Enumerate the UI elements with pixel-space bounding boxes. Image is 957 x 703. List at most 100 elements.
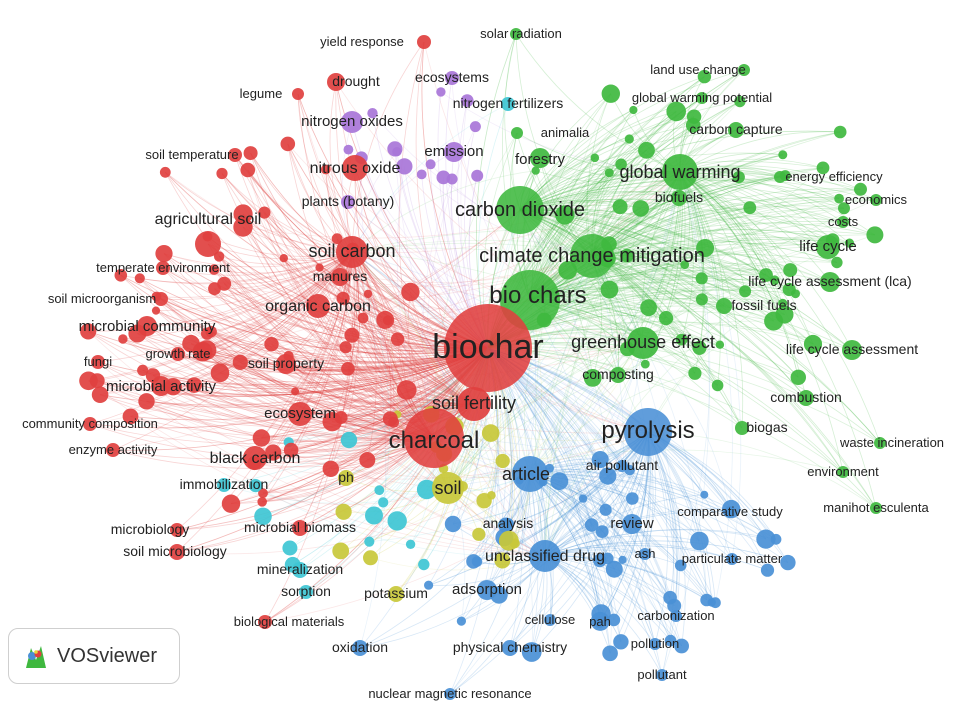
- node-dot[interactable]: [495, 453, 510, 469]
- node-microbial-biomass[interactable]: [292, 520, 308, 536]
- node-dot[interactable]: [595, 525, 609, 538]
- node-dot[interactable]: [456, 616, 466, 626]
- node-label-organic-carbon[interactable]: organic carbon: [265, 298, 371, 315]
- node-dot[interactable]: [155, 245, 173, 263]
- node-dot[interactable]: [854, 182, 867, 196]
- node-ecosystems[interactable]: [445, 71, 459, 85]
- node-dot[interactable]: [555, 205, 575, 225]
- node-label-soil-fertility[interactable]: soil fertility: [432, 393, 516, 413]
- node-dot[interactable]: [593, 553, 607, 568]
- node-soil-microbiology[interactable]: [169, 544, 185, 560]
- node-label-environment[interactable]: environment: [807, 464, 879, 479]
- node-review[interactable]: [622, 514, 642, 534]
- node-dot[interactable]: [401, 282, 420, 302]
- node-dot[interactable]: [418, 558, 430, 571]
- node-solar-radiation[interactable]: [510, 28, 522, 40]
- node-nitrous-oxide[interactable]: [342, 155, 368, 181]
- node-dot[interactable]: [416, 479, 437, 500]
- node-dot[interactable]: [584, 518, 599, 532]
- node-dot[interactable]: [695, 293, 708, 306]
- node-dot[interactable]: [759, 268, 773, 282]
- node-label-carbon-capture[interactable]: carbon capture: [689, 121, 783, 137]
- node-dot[interactable]: [257, 497, 268, 507]
- node-dot[interactable]: [613, 634, 629, 650]
- node-dot[interactable]: [466, 554, 481, 569]
- node-dot[interactable]: [322, 412, 342, 432]
- node-land-use-change[interactable]: [738, 64, 750, 76]
- node-nuclear-magnetic-resonance[interactable]: [444, 688, 456, 700]
- node-label-forestry[interactable]: forestry: [515, 151, 566, 168]
- node-agricultural-soil[interactable]: [195, 231, 221, 257]
- node-dot[interactable]: [208, 264, 220, 275]
- node-dot[interactable]: [122, 408, 139, 425]
- node-label-microbial-community[interactable]: microbial community: [79, 318, 216, 335]
- node-label-life-cycle-assessment-lca-[interactable]: life cycle assessment (lca): [748, 273, 911, 289]
- node-label-waste-incineration[interactable]: waste incineration: [839, 435, 944, 450]
- node-dot[interactable]: [674, 559, 687, 572]
- node-dot[interactable]: [240, 162, 256, 178]
- node-dot[interactable]: [715, 340, 725, 349]
- node-dot[interactable]: [722, 499, 741, 519]
- node-dot[interactable]: [583, 369, 602, 387]
- node-label-land-use-change[interactable]: land use change: [650, 62, 745, 77]
- node-dot[interactable]: [696, 239, 715, 257]
- node-label-particulate-matter[interactable]: particulate matter: [682, 551, 783, 566]
- node-dot[interactable]: [803, 334, 823, 354]
- node-label-life-cycle-assessment[interactable]: life cycle assessment: [786, 341, 918, 357]
- node-forestry[interactable]: [530, 148, 550, 168]
- node-label-oxidation[interactable]: oxidation: [332, 639, 388, 655]
- node-mineralization[interactable]: [292, 562, 308, 578]
- node-biochar[interactable]: [444, 304, 532, 392]
- node-dot[interactable]: [341, 362, 355, 376]
- node-label-growth-rate[interactable]: growth rate: [145, 346, 210, 361]
- node-manihot-esculenta[interactable]: [870, 502, 882, 514]
- node-dot[interactable]: [521, 642, 542, 662]
- node-dot[interactable]: [283, 442, 299, 458]
- node-label-nuclear-magnetic-resonance[interactable]: nuclear magnetic resonance: [368, 686, 531, 701]
- node-dot[interactable]: [602, 645, 618, 662]
- node-dot[interactable]: [367, 108, 378, 119]
- node-combustion[interactable]: [798, 390, 814, 406]
- node-dot[interactable]: [201, 327, 214, 340]
- node-dot[interactable]: [578, 494, 588, 503]
- node-dot[interactable]: [221, 494, 241, 513]
- node-soil-microorganism[interactable]: [154, 292, 168, 306]
- node-dot[interactable]: [685, 118, 701, 133]
- node-oxidation[interactable]: [352, 640, 368, 656]
- node-costs[interactable]: [837, 216, 849, 228]
- node-dot[interactable]: [674, 638, 689, 654]
- node-label-solar-radiation[interactable]: solar radiation: [480, 26, 562, 41]
- node-ecosystem[interactable]: [288, 402, 312, 426]
- node-dot[interactable]: [816, 161, 830, 175]
- node-dot[interactable]: [695, 272, 708, 285]
- node-nitrogen-fertilizers[interactable]: [501, 97, 515, 111]
- node-dot[interactable]: [134, 273, 145, 284]
- node-dot[interactable]: [396, 380, 417, 400]
- node-dot[interactable]: [436, 170, 451, 185]
- node-dot[interactable]: [866, 226, 884, 244]
- node-dot[interactable]: [138, 393, 155, 410]
- node-label-soil-microbiology[interactable]: soil microbiology: [123, 543, 226, 559]
- node-label-greenhouse-effect[interactable]: greenhouse effect: [571, 332, 715, 352]
- node-soil-fertility[interactable]: [457, 387, 491, 421]
- node-label-cellulose[interactable]: cellulose: [525, 612, 576, 627]
- node-adsorption[interactable]: [477, 580, 497, 600]
- node-dot[interactable]: [599, 467, 617, 485]
- node-nitrogen-oxides[interactable]: [341, 111, 363, 133]
- node-dot[interactable]: [692, 340, 707, 355]
- node-dot[interactable]: [217, 276, 232, 291]
- node-dot[interactable]: [734, 95, 746, 108]
- node-label-pyrolysis[interactable]: pyrolysis: [601, 417, 694, 444]
- node-dot[interactable]: [732, 171, 745, 184]
- node-label-plants-botany-[interactable]: plants (botany): [302, 193, 395, 209]
- node-soil[interactable]: [432, 472, 464, 504]
- node-dot[interactable]: [833, 125, 847, 139]
- node-temperate-environment[interactable]: [156, 261, 170, 275]
- node-dot[interactable]: [363, 550, 378, 566]
- node-dot[interactable]: [531, 166, 540, 175]
- node-legume[interactable]: [292, 88, 304, 100]
- node-dot[interactable]: [790, 369, 806, 385]
- node-label-review[interactable]: review: [610, 515, 654, 532]
- node-label-ecosystems[interactable]: ecosystems: [415, 69, 489, 85]
